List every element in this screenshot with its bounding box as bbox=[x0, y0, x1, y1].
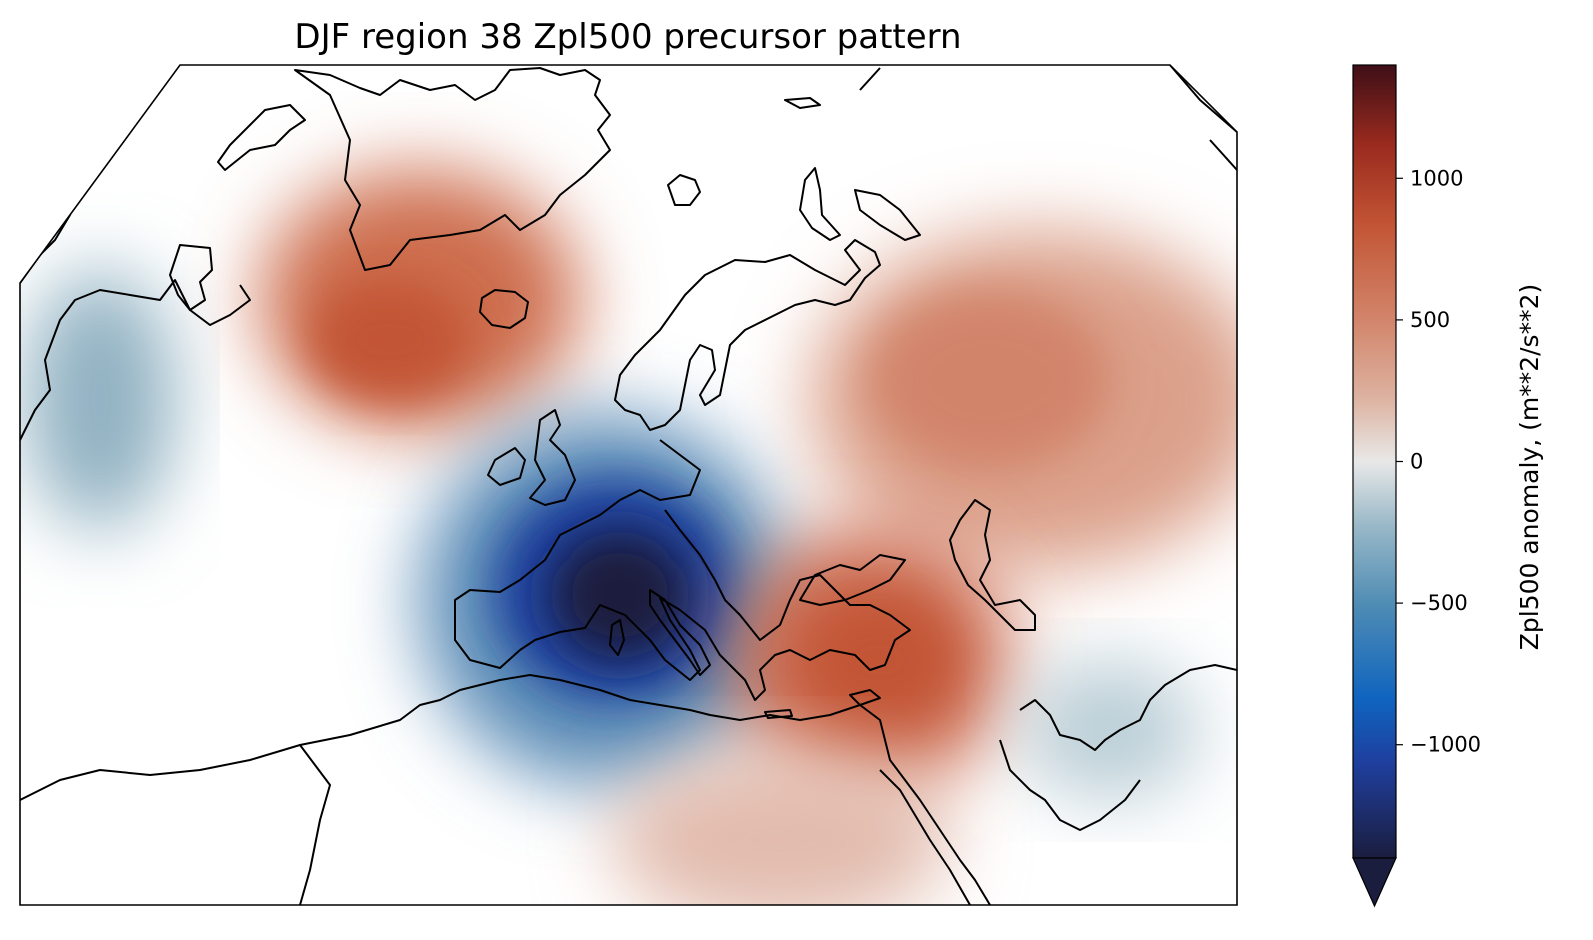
coast-caspian bbox=[949, 499, 1036, 631]
coast-canada bbox=[20, 279, 251, 441]
anomaly-greenland-core bbox=[310, 280, 470, 400]
anomaly-mediterranean-core bbox=[550, 530, 690, 660]
coast-west-africa bbox=[299, 744, 331, 905]
anomaly-eastmed-core bbox=[810, 600, 950, 720]
colorbar-tick-label: −500 bbox=[1410, 591, 1468, 615]
coast-novaya-zemlya bbox=[799, 167, 841, 241]
coastlines bbox=[20, 65, 1237, 905]
map-frame bbox=[19, 64, 1238, 906]
coast-ireland bbox=[487, 447, 526, 486]
coast-north-africa bbox=[20, 674, 991, 905]
colorbar-fill bbox=[1352, 64, 1397, 859]
anomaly-russia-core bbox=[870, 290, 1110, 470]
colorbar-tick-label: 0 bbox=[1410, 450, 1423, 474]
coast-svalbard bbox=[667, 174, 701, 206]
colorbar-label: Zpl500 anomaly, (m**2/s**2) bbox=[1515, 284, 1544, 651]
coast-greenland bbox=[294, 67, 611, 271]
coast-arctic-islands bbox=[217, 104, 306, 171]
coast-crete bbox=[764, 709, 793, 719]
coast-italy bbox=[649, 589, 711, 676]
coast-europe bbox=[454, 439, 911, 701]
colorbar-tick-label: 1000 bbox=[1410, 166, 1463, 190]
coast-taymyr bbox=[854, 189, 921, 241]
coast-scandinavia bbox=[614, 239, 881, 431]
coast-siberia bbox=[784, 65, 1237, 171]
coast-iceland bbox=[479, 289, 529, 329]
colorbar-ticks: 1000 500 0 −500 −1000 bbox=[1396, 166, 1481, 757]
coast-sardinia bbox=[609, 619, 625, 656]
colorbar-tick-label: −1000 bbox=[1410, 733, 1481, 757]
anomaly-canada-negative bbox=[25, 270, 175, 530]
map-title: DJF region 38 Zpl500 precursor pattern bbox=[294, 17, 961, 57]
coast-cyprus bbox=[849, 689, 881, 706]
coast-arabia bbox=[1019, 664, 1237, 751]
coast-red-sea bbox=[879, 769, 971, 905]
coast-arabia-west bbox=[999, 739, 1141, 831]
colorbar: 1000 500 0 −500 −1000 Zpl500 anomaly, (m**2/… bbox=[1352, 64, 1544, 908]
colorbar-extend-arrow bbox=[1352, 857, 1397, 908]
coast-britain bbox=[529, 409, 576, 506]
coast-black-sea bbox=[799, 554, 906, 606]
anomaly-sahara-positive bbox=[610, 750, 950, 905]
colorbar-tick-label: 500 bbox=[1410, 308, 1450, 332]
